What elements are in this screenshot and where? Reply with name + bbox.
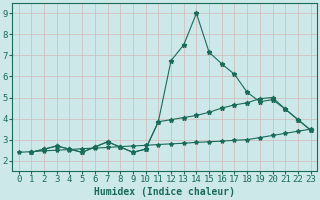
X-axis label: Humidex (Indice chaleur): Humidex (Indice chaleur) xyxy=(94,187,235,197)
